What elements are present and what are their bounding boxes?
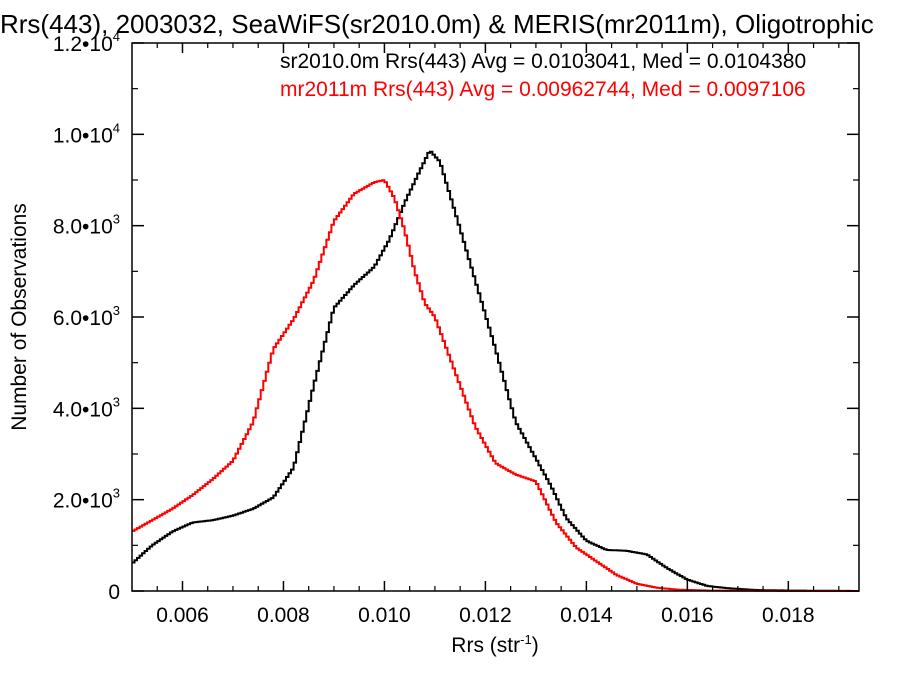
y-tick-mantissa: 0 (108, 581, 120, 604)
x-axis-label-superscript: -1 (520, 632, 532, 647)
series-line-1 (132, 179, 859, 592)
x-tick-label: 0.018 (762, 604, 815, 627)
y-tick-mantissa: 4.0•10 (53, 398, 113, 421)
y-tick-exponent: 3 (113, 303, 120, 318)
x-tick-label: 0.016 (661, 604, 714, 627)
series-line-0 (132, 150, 859, 592)
y-tick-label: 1.0•104 (53, 120, 120, 147)
y-tick-label: 6.0•103 (53, 303, 120, 330)
legend-entry-red: mr2011m Rrs(443) Avg = 0.00962744, Med =… (280, 78, 806, 101)
plot-frame (131, 42, 860, 592)
y-tick-mantissa: 8.0•10 (53, 216, 113, 239)
y-tick-label: 2.0•103 (53, 486, 120, 513)
y-tick-exponent: 3 (113, 486, 120, 501)
y-tick-label: 0 (108, 581, 120, 604)
x-tick-label: 0.014 (560, 604, 613, 627)
chart-title: Rrs(443), 2003032, SeaWiFS(sr2010.0m) & … (0, 9, 874, 39)
y-tick-label: 4.0•103 (53, 394, 120, 421)
y-tick-label: 8.0•103 (53, 212, 120, 239)
y-tick-exponent: 4 (113, 120, 120, 135)
x-tick-label: 0.006 (156, 604, 209, 627)
y-tick-mantissa: 1.0•10 (53, 124, 113, 147)
y-tick-mantissa: 2.0•10 (53, 490, 113, 513)
y-tick-exponent: 4 (113, 29, 120, 44)
y-tick-exponent: 3 (113, 212, 120, 227)
x-axis-label-main: Rrs (str (451, 634, 520, 657)
x-tick-label: 0.010 (358, 604, 411, 627)
x-axis-label: Rrs (str-1) (451, 632, 538, 657)
y-tick-mantissa: 6.0•10 (53, 307, 113, 330)
y-tick-label: 1.2•104 (53, 29, 120, 56)
y-axis-label: Number of Observations (8, 203, 31, 431)
y-tick-mantissa: 1.2•10 (53, 33, 113, 56)
legend-entry-black: sr2010.0m Rrs(443) Avg = 0.0103041, Med … (280, 50, 806, 73)
ticks-layer: 0.006 0.008 0.010 0.012 0.014 0.016 0.018 0 2.0•… (53, 29, 859, 627)
x-tick-label: 0.012 (459, 604, 512, 627)
x-axis-label-close: ) (532, 634, 539, 657)
series-layer (132, 150, 859, 592)
x-tick-label: 0.008 (257, 604, 310, 627)
y-tick-exponent: 3 (113, 394, 120, 409)
